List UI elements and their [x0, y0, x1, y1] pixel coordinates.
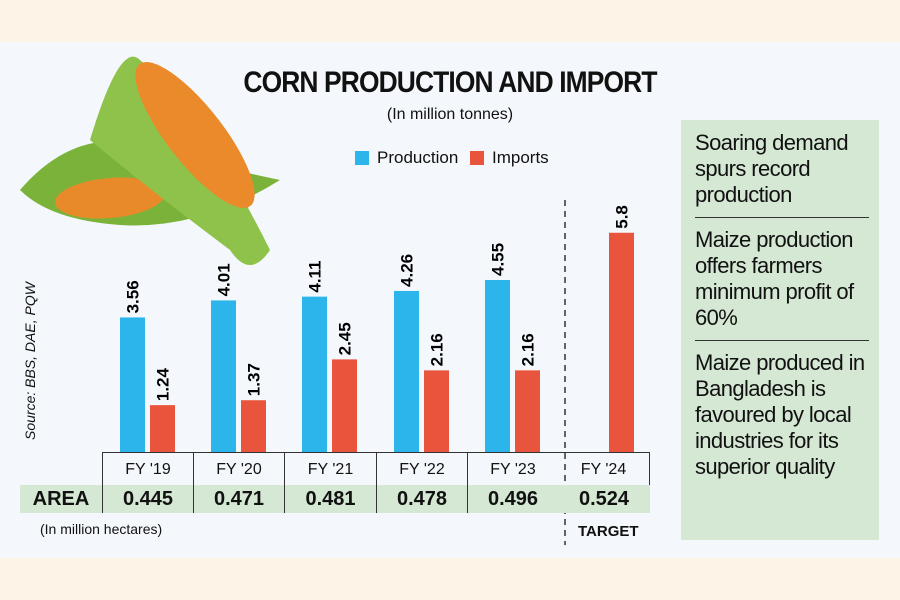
divider: [695, 340, 869, 341]
side-note: Soaring demand spurs record production: [695, 130, 849, 207]
side-notes-panel: Soaring demand spurs record production M…: [681, 120, 879, 540]
category-label: FY '20: [193, 452, 284, 485]
production-bar: [485, 280, 510, 452]
area-value: 0.496: [467, 485, 558, 513]
legend-production: Production: [355, 148, 458, 168]
category-label: FY '22: [376, 452, 467, 485]
data-label: 2.16: [428, 333, 447, 366]
category-label: FY '24: [558, 452, 650, 485]
production-bar: [394, 290, 419, 452]
source-note: Source: BBS, DAE, PQW: [22, 282, 38, 440]
data-label: 2.16: [519, 333, 538, 366]
imports-bar: [609, 232, 634, 452]
data-label: 4.01: [215, 263, 234, 296]
production-bar: [211, 300, 236, 452]
target-label: TARGET: [578, 523, 639, 540]
area-value: 0.481: [284, 485, 376, 513]
legend-imports: Imports: [470, 148, 549, 168]
category-label: FY '19: [102, 452, 193, 485]
side-note: Maize produced in Bangladesh is favoured…: [695, 350, 865, 479]
category-label: FY '21: [284, 452, 376, 485]
imports-bar: [241, 400, 266, 452]
legend-label: Imports: [492, 148, 549, 167]
area-label: AREA: [20, 485, 102, 513]
data-label: 3.56: [124, 280, 143, 313]
data-label: 1.37: [245, 363, 264, 396]
area-unit-note: (In million hectares): [40, 521, 163, 537]
production-bar: [302, 296, 327, 452]
category-label: FY '23: [467, 452, 558, 485]
legend-label: Production: [377, 148, 459, 167]
data-label: 1.24: [154, 367, 173, 401]
production-bar: [120, 317, 145, 452]
chart-subtitle: (In million tonnes): [386, 106, 514, 123]
data-label: 4.11: [306, 260, 325, 292]
area-value: 0.524: [558, 485, 650, 513]
imports-bar: [424, 370, 449, 452]
legend-swatch: [355, 151, 369, 165]
imports-bar: [150, 405, 175, 452]
side-note: Maize production offers farmers minimum …: [695, 227, 854, 330]
imports-bar: [515, 370, 540, 452]
legend-swatch: [470, 151, 484, 165]
chart-title: CORN PRODUCTION AND IMPORT: [243, 66, 657, 99]
divider: [695, 217, 869, 218]
area-value: 0.445: [102, 485, 193, 513]
area-value: 0.478: [376, 485, 467, 513]
data-label: 2.45: [336, 322, 355, 355]
corn-illustration: [20, 56, 280, 265]
data-label: 4.26: [398, 254, 417, 287]
imports-bar: [332, 359, 357, 452]
data-label: 5.8: [613, 205, 632, 229]
area-value: 0.471: [193, 485, 284, 513]
data-label: 4.55: [489, 243, 508, 276]
